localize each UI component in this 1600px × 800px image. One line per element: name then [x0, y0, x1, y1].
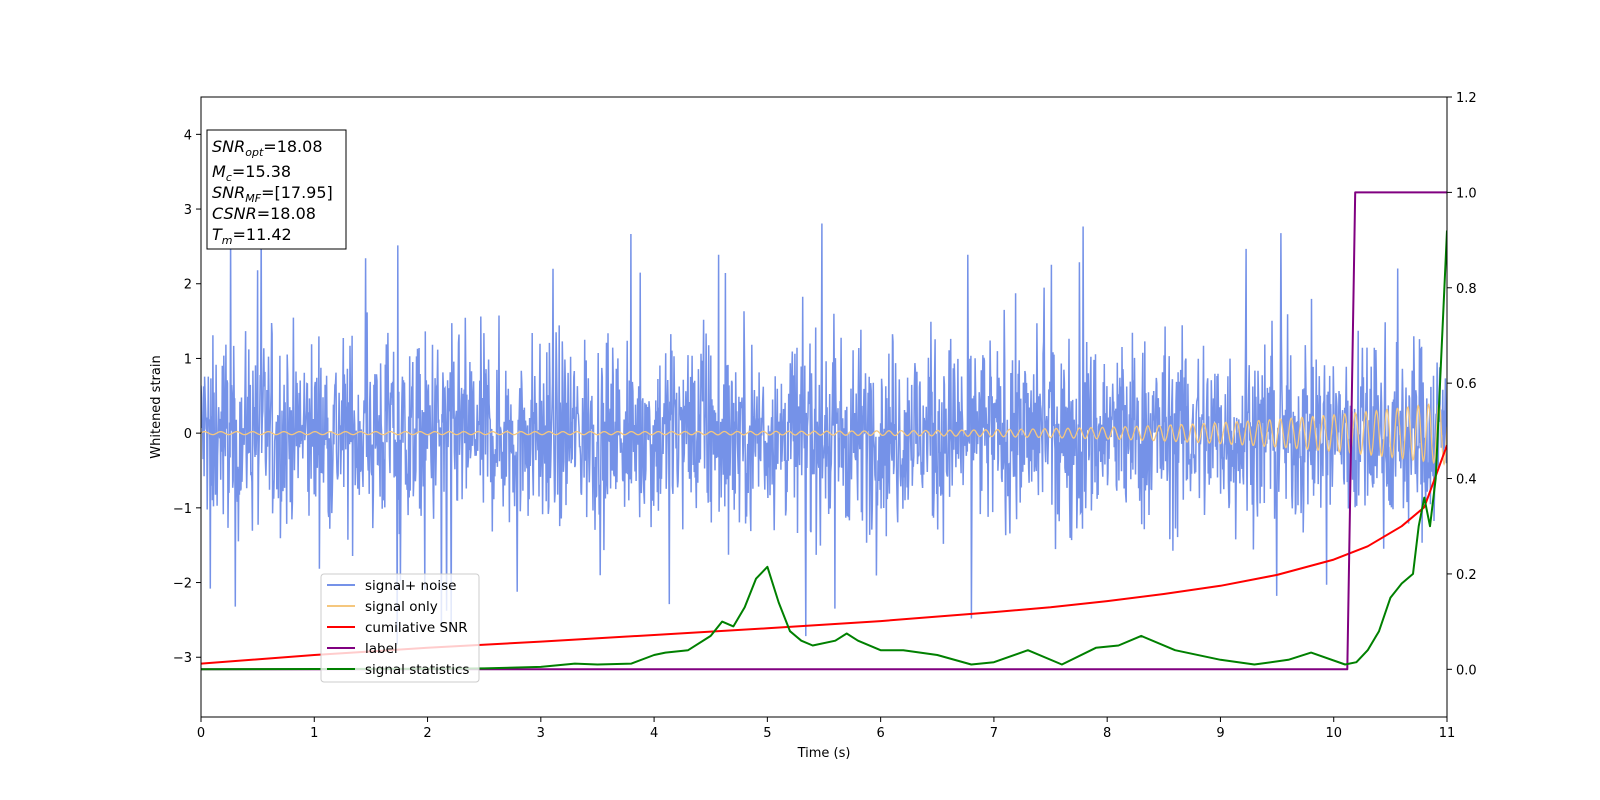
- series-signal-only: [201, 402, 1447, 466]
- info-value: =11.42: [233, 225, 292, 244]
- info-symbol: T: [212, 225, 223, 244]
- info-box-frame: [206, 129, 347, 250]
- x-tick-label: 8: [1103, 726, 1111, 741]
- legend-label: signal statistics: [365, 662, 469, 678]
- series-label: [201, 191, 1447, 671]
- series-cumilative-snr: [201, 444, 1447, 665]
- y2-tick-label: 0.2: [1456, 568, 1477, 583]
- y-axis-label: Whitened strain: [149, 355, 164, 458]
- y-tick-label: −3: [173, 651, 192, 666]
- y-axis-right: 0.0 0.2 0.4 0.6 0.8 1.0 1.2: [1447, 91, 1477, 678]
- y2-tick-label: 0.0: [1456, 663, 1477, 678]
- legend-label: label: [365, 641, 398, 657]
- y-tick-label: 4: [184, 128, 192, 143]
- legend: signal+ noise signal only cumilative SNR la…: [320, 573, 480, 683]
- info-line: CSNR=18.08: [212, 204, 316, 223]
- info-line: SNRMF=[17.95]: [212, 183, 333, 205]
- series-signal-noise: [201, 223, 1447, 645]
- y2-tick-label: 0.6: [1456, 377, 1477, 392]
- plot-area: [201, 191, 1447, 671]
- y-axis-left: −3 −2 −1 0 1 2 3 4: [173, 128, 201, 666]
- y2-tick-label: 1.0: [1456, 186, 1477, 201]
- y2-tick-label: 0.8: [1456, 282, 1477, 297]
- info-value: =18.08: [263, 137, 322, 156]
- info-subscript: MF: [245, 192, 261, 205]
- info-box: SNRopt=18.08Mc=15.38SNRMF=[17.95]CSNR=18…: [206, 129, 347, 250]
- x-tick-label: 9: [1216, 726, 1224, 741]
- y-tick-label: 1: [184, 352, 192, 367]
- x-tick-label: 6: [876, 726, 884, 741]
- info-symbol: CSNR: [212, 204, 257, 223]
- info-subscript: c: [226, 171, 232, 184]
- info-line: Mc=15.38: [212, 162, 291, 184]
- x-tick-label: 7: [990, 726, 998, 741]
- info-subscript: m: [222, 234, 233, 247]
- x-tick-label: 10: [1325, 726, 1342, 741]
- info-line: SNRopt=18.08: [212, 137, 323, 159]
- x-tick-label: 5: [763, 726, 771, 741]
- y-tick-label: 0: [184, 427, 192, 442]
- x-axis: 0 1 2 3 4 5 6 7 8 9 10 11: [197, 717, 1455, 741]
- x-tick-label: 11: [1439, 726, 1456, 741]
- x-axis-label: Time (s): [797, 746, 851, 761]
- y-tick-label: −2: [173, 577, 192, 592]
- legend-frame: [320, 573, 480, 683]
- info-value: =15.38: [232, 162, 291, 181]
- y-tick-label: −1: [173, 502, 192, 517]
- y2-tick-label: 1.2: [1456, 91, 1477, 106]
- legend-label: cumilative SNR: [365, 620, 468, 636]
- series-signal-statistics: [201, 230, 1447, 671]
- y-tick-label: 2: [184, 278, 192, 293]
- info-symbol: SNR: [212, 183, 245, 202]
- legend-label: signal+ noise: [365, 578, 456, 594]
- x-tick-label: 4: [650, 726, 658, 741]
- legend-label: signal only: [365, 599, 438, 615]
- x-tick-label: 0: [197, 726, 205, 741]
- x-tick-label: 3: [537, 726, 545, 741]
- info-value: =18.08: [257, 204, 316, 223]
- info-value: =[17.95]: [261, 183, 333, 202]
- x-tick-label: 2: [423, 726, 431, 741]
- y2-tick-label: 0.4: [1456, 473, 1477, 488]
- info-symbol: SNR: [212, 137, 245, 156]
- info-line: Tm=11.42: [212, 225, 292, 247]
- info-subscript: opt: [245, 146, 264, 159]
- info-symbol: M: [212, 162, 226, 181]
- y-tick-label: 3: [184, 203, 192, 218]
- x-tick-label: 1: [310, 726, 318, 741]
- plot-frame: [200, 96, 1448, 718]
